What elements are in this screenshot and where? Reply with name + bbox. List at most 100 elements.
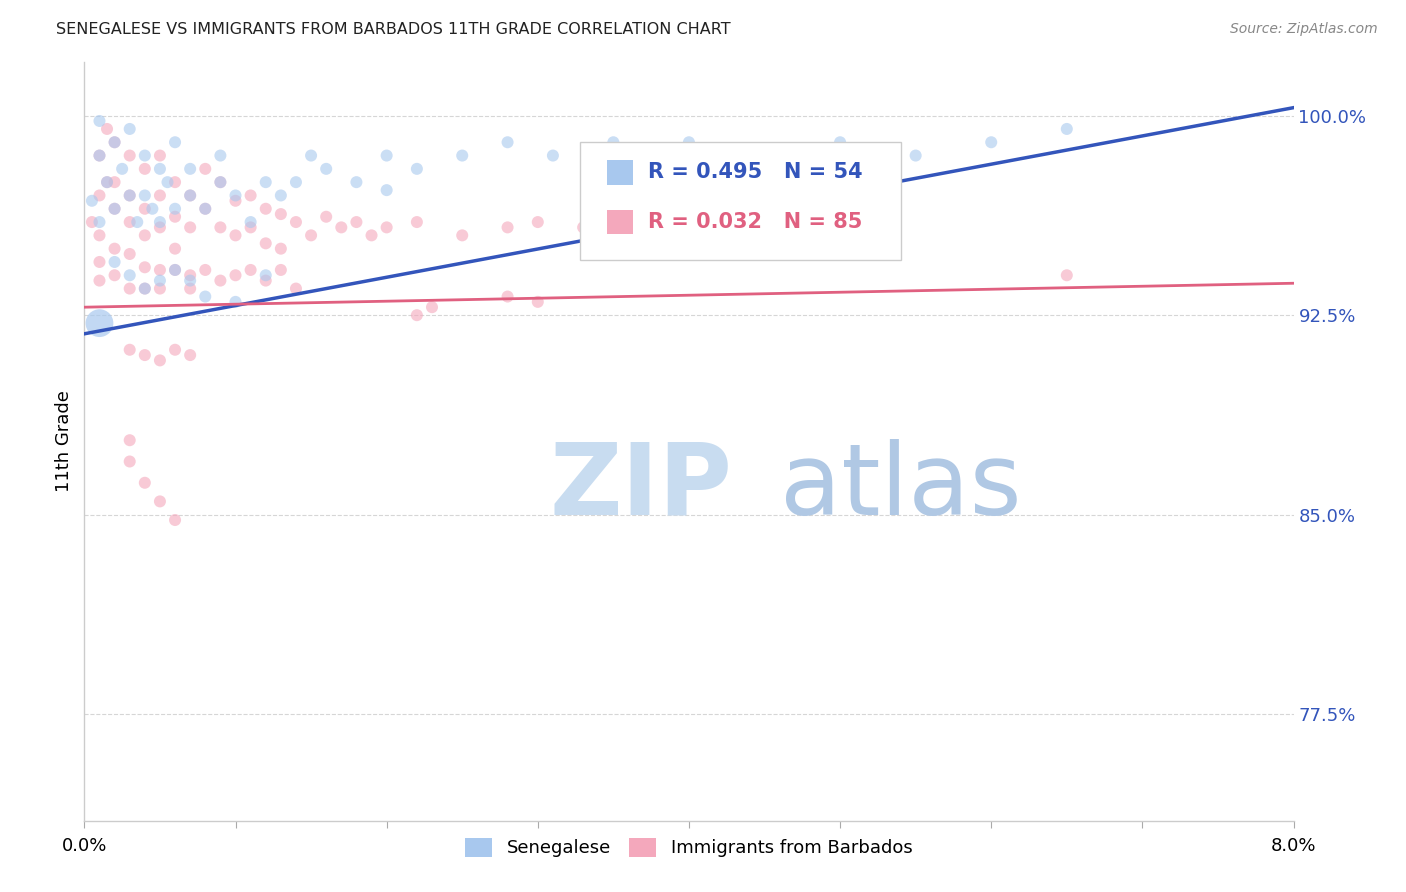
Point — [104, 135, 127, 149]
Point — [89, 148, 111, 162]
Point — [678, 135, 700, 149]
Point — [225, 268, 247, 283]
Point — [209, 274, 232, 288]
Text: atlas: atlas — [780, 439, 1021, 535]
Point — [134, 188, 156, 202]
Point — [89, 228, 111, 243]
Point — [134, 348, 156, 362]
Point — [165, 242, 187, 256]
Point — [118, 148, 141, 162]
Point — [572, 220, 595, 235]
Point — [225, 294, 247, 309]
Point — [239, 188, 262, 202]
Point — [420, 300, 443, 314]
Point — [299, 228, 322, 243]
Point — [209, 175, 232, 189]
Point — [830, 135, 852, 149]
Point — [527, 215, 550, 229]
Point — [149, 282, 172, 296]
Point — [346, 175, 368, 189]
Y-axis label: 11th Grade: 11th Grade — [55, 391, 73, 492]
Point — [141, 202, 163, 216]
Point — [179, 282, 201, 296]
Point — [496, 289, 519, 303]
Point — [104, 242, 127, 256]
Point — [496, 220, 519, 235]
Point — [541, 148, 564, 162]
Point — [225, 194, 247, 208]
Point — [111, 161, 134, 176]
Point — [375, 148, 398, 162]
Point — [134, 475, 156, 490]
Point — [330, 220, 353, 235]
Point — [89, 274, 111, 288]
Point — [149, 148, 172, 162]
Text: 8.0%: 8.0% — [1271, 837, 1316, 855]
Point — [96, 175, 118, 189]
Point — [239, 263, 262, 277]
Point — [179, 220, 201, 235]
Point — [299, 148, 322, 162]
Point — [194, 202, 217, 216]
Point — [118, 343, 141, 357]
Point — [134, 161, 156, 176]
Point — [118, 247, 141, 261]
Point — [104, 255, 127, 269]
Point — [149, 494, 172, 508]
Point — [225, 228, 247, 243]
Text: R = 0.032   N = 85: R = 0.032 N = 85 — [648, 211, 862, 232]
Point — [315, 161, 337, 176]
Point — [96, 175, 118, 189]
Point — [1056, 268, 1078, 283]
Point — [89, 316, 111, 330]
Point — [89, 148, 111, 162]
Point — [134, 282, 156, 296]
Point — [406, 161, 429, 176]
Point — [134, 202, 156, 216]
Point — [104, 135, 127, 149]
Point — [194, 202, 217, 216]
Point — [165, 135, 187, 149]
Point — [209, 220, 232, 235]
Point — [104, 202, 127, 216]
Point — [118, 188, 141, 202]
Point — [225, 188, 247, 202]
Point — [104, 202, 127, 216]
Point — [285, 215, 308, 229]
Point — [165, 210, 187, 224]
Point — [165, 202, 187, 216]
Point — [80, 194, 103, 208]
Point — [89, 255, 111, 269]
Point — [754, 202, 776, 216]
Point — [149, 274, 172, 288]
Point — [254, 175, 277, 189]
Point — [754, 148, 776, 162]
Point — [254, 202, 277, 216]
Point — [270, 263, 292, 277]
Point — [165, 263, 187, 277]
Point — [527, 294, 550, 309]
FancyBboxPatch shape — [607, 161, 633, 185]
Point — [406, 308, 429, 322]
Point — [209, 175, 232, 189]
Point — [360, 228, 382, 243]
Text: SENEGALESE VS IMMIGRANTS FROM BARBADOS 11TH GRADE CORRELATION CHART: SENEGALESE VS IMMIGRANTS FROM BARBADOS 1… — [56, 22, 731, 37]
Point — [239, 220, 262, 235]
Point — [156, 175, 179, 189]
Point — [270, 242, 292, 256]
Point — [285, 282, 308, 296]
Point — [127, 215, 149, 229]
Legend: Senegalese, Immigrants from Barbados: Senegalese, Immigrants from Barbados — [458, 830, 920, 864]
Point — [179, 188, 201, 202]
Point — [165, 263, 187, 277]
Text: ZIP: ZIP — [550, 439, 733, 535]
Point — [194, 289, 217, 303]
Point — [118, 268, 141, 283]
Point — [1056, 122, 1078, 136]
Point — [451, 148, 474, 162]
Point — [980, 135, 1002, 149]
Point — [149, 220, 172, 235]
Point — [375, 183, 398, 197]
Point — [375, 220, 398, 235]
Point — [285, 175, 308, 189]
